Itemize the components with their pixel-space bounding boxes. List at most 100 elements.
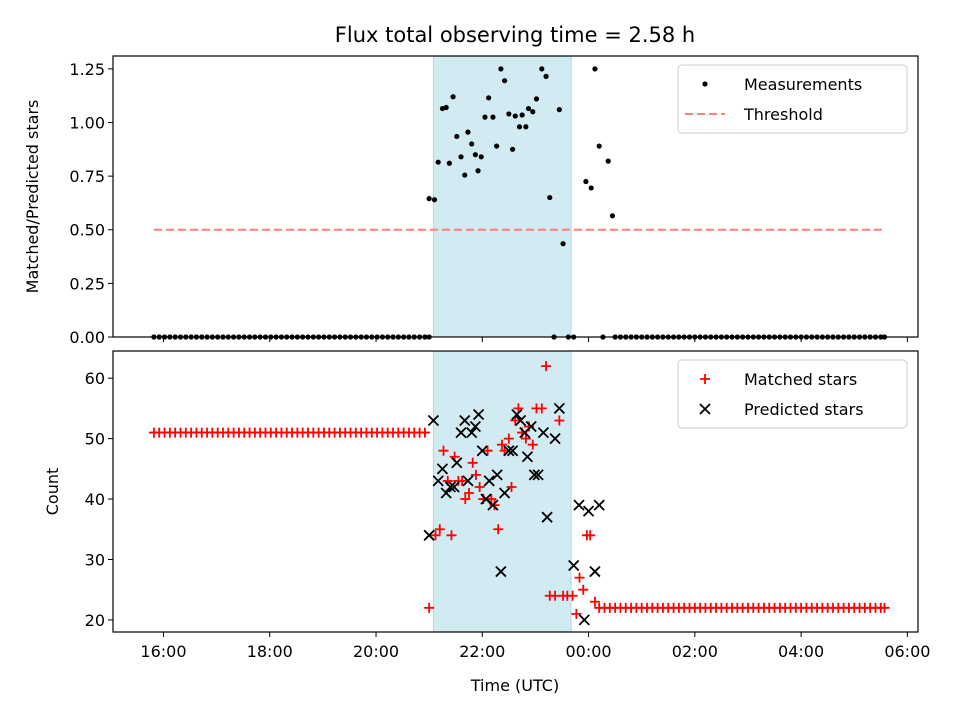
predicted-stars-point	[469, 420, 482, 433]
measurements-point	[482, 114, 488, 120]
matched-stars-point	[503, 433, 514, 444]
bottom-y-tick-label: 60	[85, 369, 105, 388]
matched-stars-point	[554, 415, 565, 426]
bottom-panel: 20 30 40 50 60 16:00 18:00 20:00 22:00 00:00 02:00…	[43, 350, 930, 661]
predicted-stars-point	[589, 565, 601, 578]
measurements-point	[525, 105, 532, 112]
measurements-point	[469, 141, 475, 147]
bottom-legend-box	[677, 359, 908, 429]
matched-stars-point	[460, 494, 471, 505]
x-tick-label: 22:00	[459, 642, 505, 661]
matched-stars-point	[506, 481, 517, 492]
predicted-stars-point	[537, 426, 550, 439]
measurements-point	[478, 154, 484, 160]
predicted-stars-point	[541, 511, 553, 523]
bottom-y-tick-label: 30	[85, 550, 105, 569]
predicted-stars-point	[491, 469, 503, 481]
measurements-point	[475, 168, 481, 174]
predicted-stars-point	[521, 451, 534, 463]
predicted-stars-point	[498, 487, 511, 499]
predicted-stars-point	[578, 614, 590, 626]
predicted-stars-point	[459, 414, 471, 427]
matched-stars-point	[879, 602, 890, 613]
predicted-stars-point	[528, 469, 540, 481]
measurements-point	[596, 143, 602, 149]
matched-stars-point	[589, 596, 600, 607]
bottom-legend: Matched stars Predicted stars	[677, 359, 908, 429]
measurements-point	[556, 107, 562, 113]
matched-stars-point	[520, 433, 531, 444]
predicted-stars-point	[573, 499, 585, 511]
bottom-y-axis-label: Count	[43, 468, 62, 516]
predicted-stars-point	[511, 408, 523, 421]
matched-stars-point	[574, 572, 585, 583]
x-tick-label: 16:00	[140, 642, 186, 661]
bottom-y-tick-label: 20	[85, 611, 105, 630]
matched-stars-point	[464, 488, 475, 499]
measurements-point	[539, 66, 545, 72]
x-tick-label: 02:00	[672, 642, 718, 661]
measurements-point	[490, 114, 496, 120]
measurements-point	[512, 113, 518, 119]
measurements-point	[609, 213, 616, 219]
measurements-point	[533, 96, 540, 102]
matched-stars-point	[457, 475, 468, 486]
measurements-point	[509, 146, 516, 152]
bottom-y-tick-label: 40	[85, 490, 105, 509]
matched-stars-point	[438, 445, 449, 456]
measurements-point	[502, 78, 508, 84]
matched-stars-point	[419, 427, 430, 438]
measurements-point	[426, 196, 432, 202]
x-axis-label: Time (UTC)	[470, 676, 559, 695]
predicted-stars-point	[553, 402, 565, 415]
matched-stars-point	[470, 469, 481, 480]
predicted-stars-point	[462, 475, 474, 487]
matched-stars-point	[489, 500, 500, 511]
top-y-tick-label: 0.75	[69, 167, 105, 186]
bottom-plot-frame	[112, 350, 919, 633]
predicted-stars-point	[568, 559, 580, 572]
top-y-tick-label: 0.00	[69, 328, 105, 347]
measurements-point	[472, 152, 478, 158]
measurements-point	[530, 109, 536, 115]
measurements-point	[583, 178, 589, 185]
measurements-point	[605, 158, 611, 164]
matched-stars-point	[467, 457, 478, 468]
predicted-stars-point	[525, 420, 537, 433]
predicted-stars-point	[423, 529, 435, 541]
predicted-stars-point	[472, 408, 485, 421]
measurements-point	[506, 111, 512, 117]
legend-measurements-label: Measurements	[744, 75, 862, 94]
top-y-tick-label: 1.25	[69, 60, 105, 79]
legend-matched-stars-label: Matched stars	[744, 370, 857, 389]
measurements-point	[588, 185, 594, 191]
predicted-stars-point	[444, 481, 457, 493]
bottom-y-tick-label: 50	[85, 430, 105, 449]
predicted-stars-point	[503, 445, 515, 457]
matched-stars-point	[482, 445, 493, 456]
legend-matched-stars-marker	[700, 374, 710, 384]
measurements-point	[435, 159, 441, 165]
predicted-stars-point	[593, 499, 605, 511]
legend-measurements-marker	[702, 81, 708, 87]
predicted-stars-point	[466, 426, 478, 439]
predicted-stars-point	[476, 445, 488, 457]
measurements-point	[462, 172, 468, 178]
top-y-tick-label: 0.25	[69, 274, 105, 293]
top-legend: Measurements Threshold	[677, 64, 908, 134]
predicted-stars-point	[487, 499, 499, 511]
measurements-point	[431, 197, 438, 203]
top-plot-frame	[112, 55, 919, 338]
matched-stars-point	[567, 590, 578, 601]
legend-predicted-stars-label: Predicted stars	[744, 400, 864, 419]
measurements-point	[454, 133, 460, 140]
measurements-point	[592, 66, 598, 72]
matched-stars-point	[527, 439, 538, 450]
measurements-point	[465, 129, 471, 135]
measurements-point	[486, 95, 492, 101]
predicted-stars-point	[495, 565, 507, 578]
measurements-point	[519, 112, 525, 118]
legend-threshold-label: Threshold	[743, 105, 823, 124]
measurements-point	[498, 66, 504, 72]
